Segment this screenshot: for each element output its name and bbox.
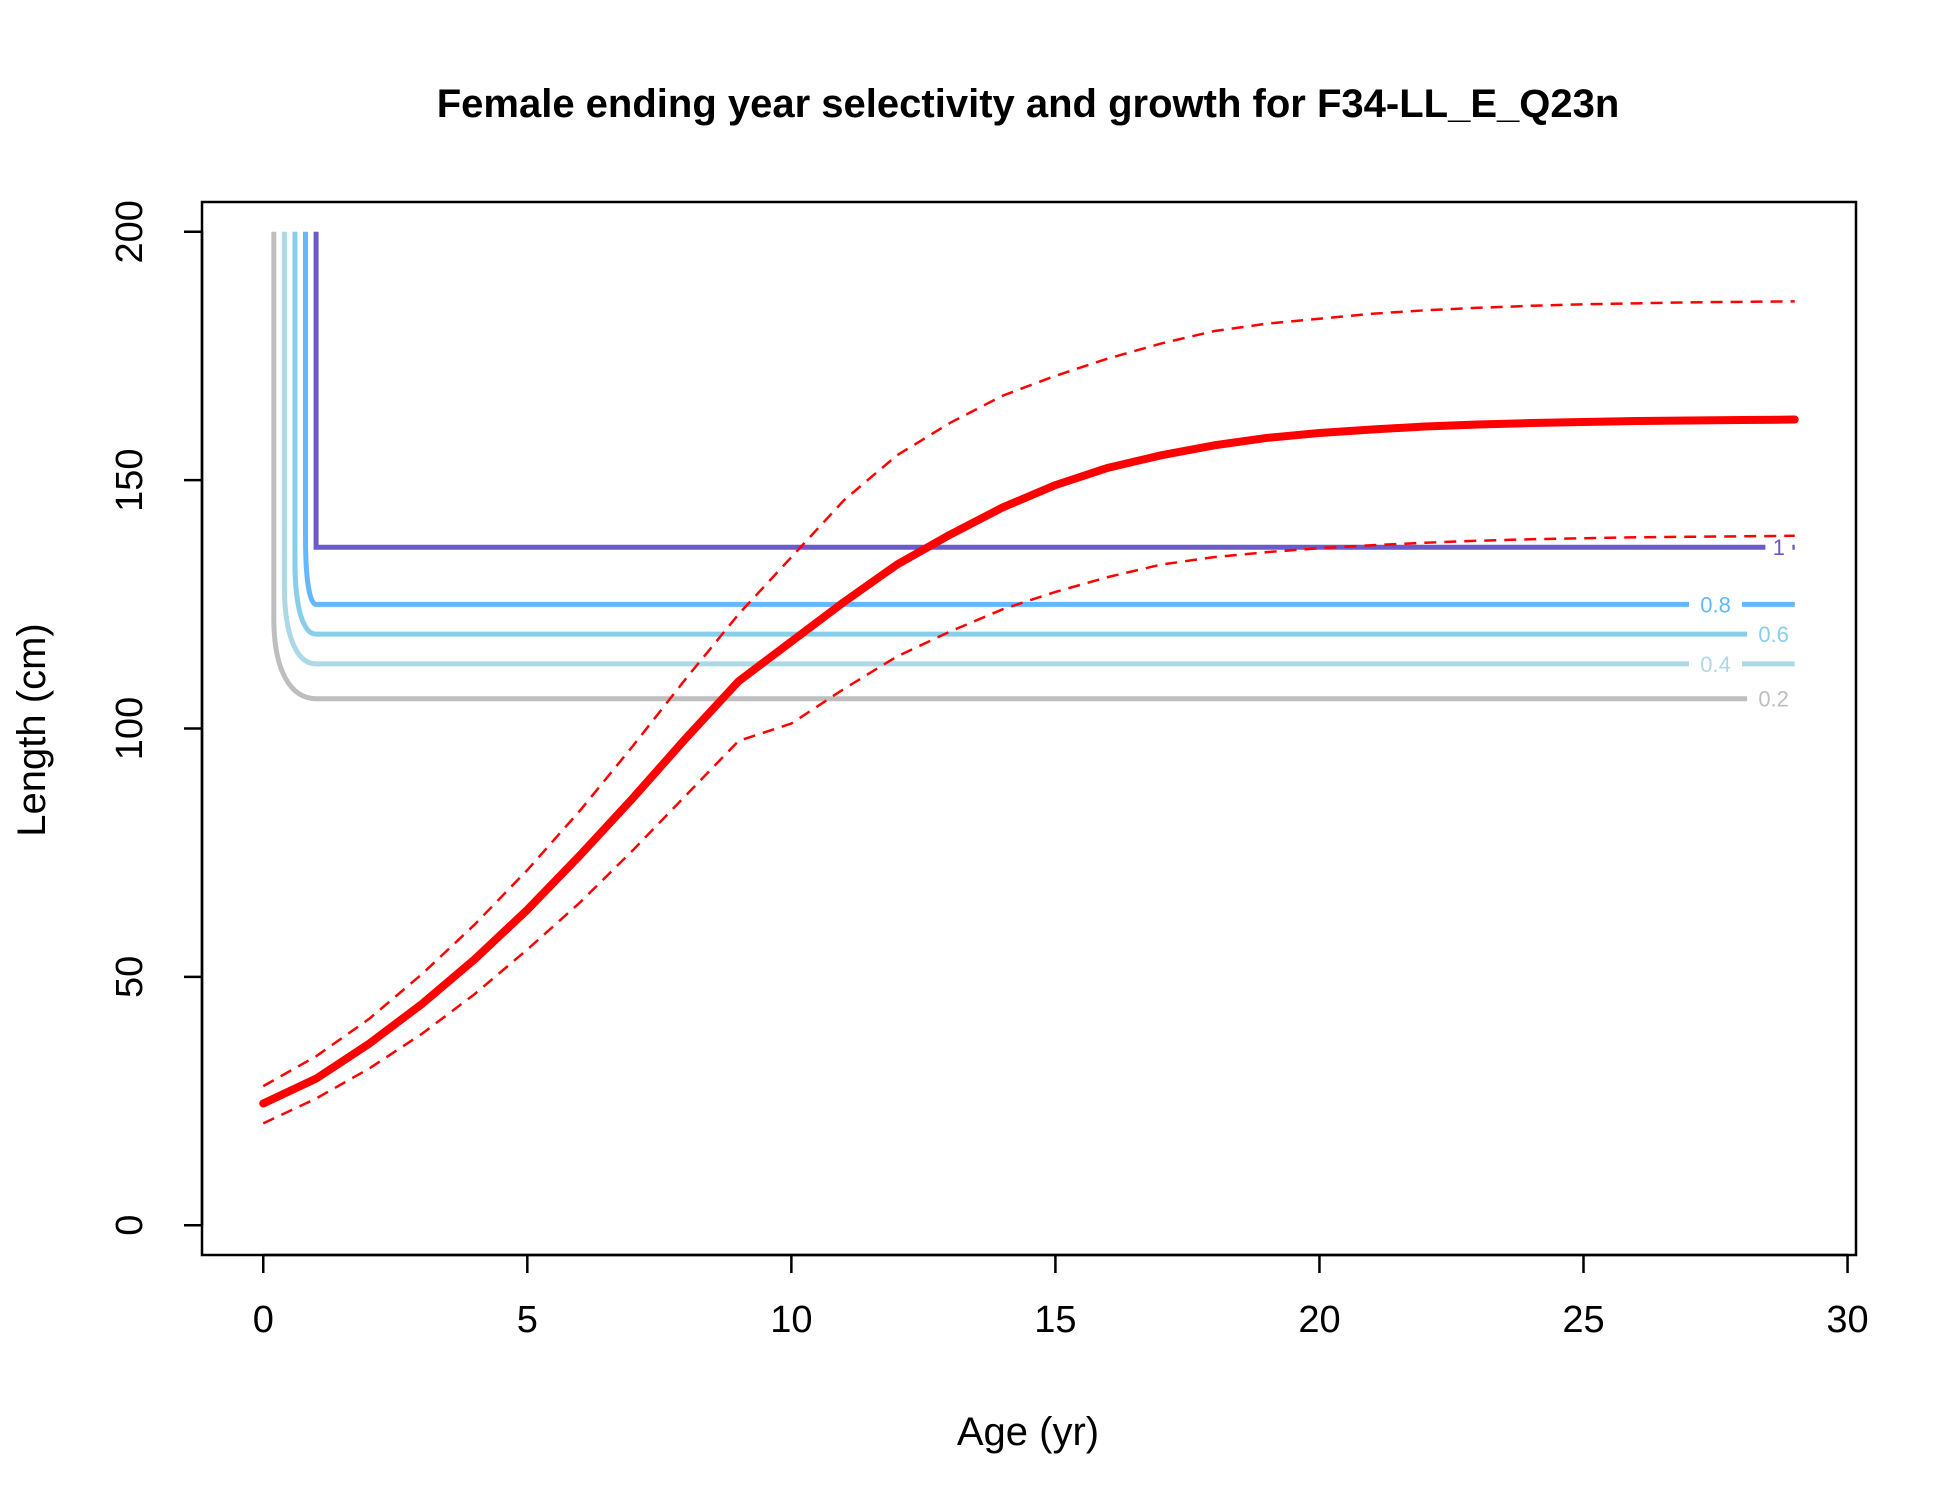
- x-tick-label: 10: [770, 1299, 812, 1341]
- x-tick-label: 25: [1562, 1299, 1604, 1341]
- selectivity-contour-0-6: [292, 231, 1795, 637]
- contour-label-gap: [1765, 537, 1793, 558]
- contour-label-gap: [1689, 594, 1743, 615]
- y-axis-label: Length (cm): [10, 623, 54, 836]
- y-axis: 0 50 100 150 200: [109, 200, 204, 1236]
- x-tick-label: 15: [1034, 1299, 1076, 1341]
- x-tick-label: 30: [1826, 1299, 1868, 1341]
- growth-lower-ci-line: [262, 534, 1795, 1125]
- plot-frame: [200, 200, 1858, 1257]
- growth-upper-ci-line: [262, 300, 1795, 1088]
- y-tick-label: 100: [109, 697, 151, 760]
- growth-curves: [259, 300, 1799, 1125]
- x-tick-label: 20: [1298, 1299, 1340, 1341]
- selectivity-contour-0-4: [281, 231, 1795, 667]
- y-tick-label: 0: [109, 1215, 151, 1236]
- y-tick-label: 200: [109, 200, 151, 263]
- contour-label-gap: [1689, 653, 1743, 674]
- contour-label-0-6: 0.6: [1758, 622, 1789, 647]
- x-tick-label: 5: [517, 1299, 538, 1341]
- x-axis: 0 5 10 15 20 25 30: [253, 1253, 1869, 1341]
- selectivity-contour-0-8: [303, 231, 1795, 607]
- contour-label-0-2: 0.2: [1758, 687, 1789, 712]
- x-tick-label: 0: [253, 1299, 274, 1341]
- contour-label-0-8: 0.8: [1700, 592, 1731, 617]
- selectivity-contour-1: [313, 231, 1795, 550]
- x-axis-label: Age (yr): [957, 1410, 1099, 1454]
- selectivity-contours: 1 0.8 0.6 0.4 0.2: [271, 231, 1801, 712]
- y-tick-label: 150: [109, 448, 151, 511]
- growth-mean-line: [259, 415, 1799, 1108]
- selectivity-contour-0-2: [271, 231, 1795, 702]
- contour-label-1: 1: [1773, 535, 1785, 560]
- contour-label-0-4: 0.4: [1700, 652, 1731, 677]
- contour-label-gap: [1747, 688, 1801, 709]
- y-tick-label: 50: [109, 956, 151, 998]
- contour-label-gap: [1747, 624, 1801, 645]
- chart-title: Female ending year selectivity and growt…: [437, 82, 1620, 126]
